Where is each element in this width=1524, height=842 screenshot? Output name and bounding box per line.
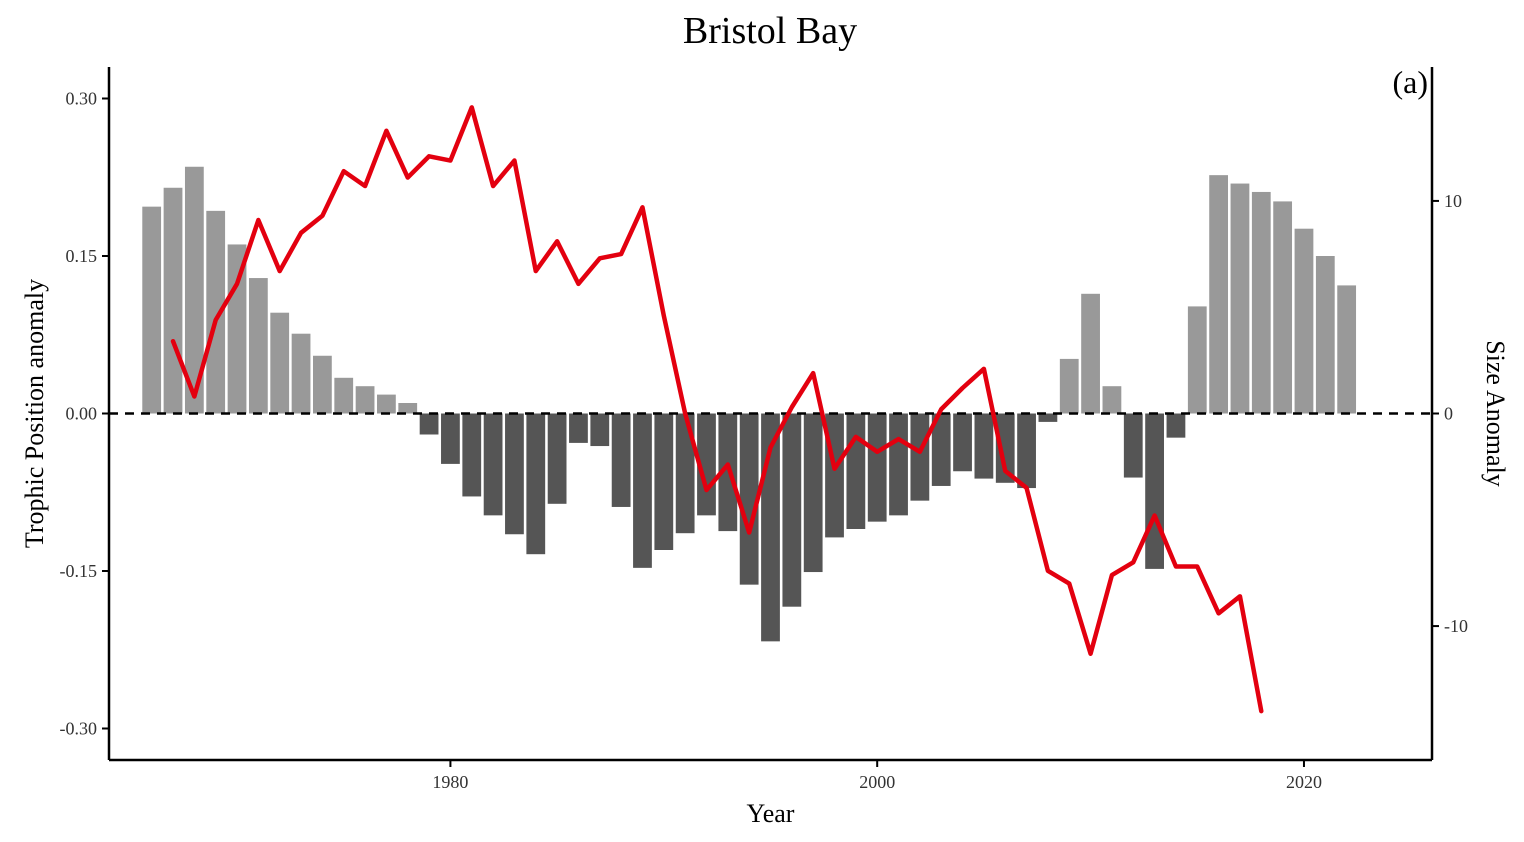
bar-2002 bbox=[910, 413, 930, 501]
bar-1990 bbox=[654, 413, 674, 550]
bar-2003 bbox=[931, 413, 951, 486]
bar-2011 bbox=[1102, 386, 1122, 414]
right-y-ticks: -10 0 10 bbox=[1432, 191, 1468, 636]
bar-2021 bbox=[1315, 256, 1335, 414]
bar-2014 bbox=[1166, 413, 1186, 438]
bar-2020 bbox=[1294, 228, 1314, 414]
bar-2008 bbox=[1038, 413, 1058, 422]
bar-1966 bbox=[142, 206, 162, 414]
bar-1980 bbox=[441, 413, 460, 464]
bar-1987 bbox=[590, 413, 610, 447]
bar-2019 bbox=[1273, 201, 1293, 414]
bar-1982 bbox=[483, 413, 503, 516]
bar-1993 bbox=[718, 413, 738, 532]
right-tick-label: 0 bbox=[1444, 404, 1453, 424]
size-anomaly-line bbox=[170, 105, 1264, 714]
bar-1971 bbox=[248, 278, 268, 414]
right-y-axis-title: Size Anomaly bbox=[1481, 340, 1510, 487]
bar-2017 bbox=[1230, 183, 1250, 414]
bar-1978 bbox=[398, 403, 418, 414]
bar-1983 bbox=[505, 413, 524, 535]
bar-1973 bbox=[291, 333, 311, 414]
bar-1992 bbox=[697, 413, 716, 516]
bar-2022 bbox=[1337, 285, 1357, 414]
bar-1997 bbox=[803, 413, 823, 573]
bar-1979 bbox=[419, 413, 439, 435]
bar-2015 bbox=[1187, 306, 1207, 414]
bar-1991 bbox=[675, 413, 695, 534]
bar-1994 bbox=[739, 413, 759, 585]
bar-2007 bbox=[1017, 413, 1036, 489]
left-y-axis-title: Trophic Position anomaly bbox=[20, 279, 49, 548]
bar-1972 bbox=[270, 312, 290, 414]
left-tick-label: 0.15 bbox=[66, 246, 98, 266]
bar-1985 bbox=[547, 413, 567, 504]
bar-2005 bbox=[974, 413, 994, 479]
bar-2000 bbox=[867, 413, 887, 522]
bar-2009 bbox=[1059, 358, 1079, 414]
bar-1967 bbox=[163, 187, 183, 414]
left-y-ticks: -0.30 -0.15 0.00 0.15 0.30 bbox=[60, 89, 109, 739]
left-tick-label: -0.30 bbox=[60, 719, 98, 739]
bar-series bbox=[142, 166, 1357, 642]
left-tick-label: 0.30 bbox=[66, 89, 98, 109]
bar-1977 bbox=[377, 394, 396, 414]
x-tick-label: 2000 bbox=[859, 772, 895, 792]
bar-1988 bbox=[611, 413, 631, 507]
bar-1996 bbox=[782, 413, 802, 607]
right-tick-label: 10 bbox=[1444, 191, 1462, 211]
right-tick-label: -10 bbox=[1444, 616, 1468, 636]
bar-1968 bbox=[184, 166, 204, 414]
bar-2012 bbox=[1123, 413, 1143, 478]
bar-1984 bbox=[526, 413, 546, 555]
bar-2018 bbox=[1251, 191, 1271, 414]
chart-title: Bristol Bay bbox=[683, 10, 857, 52]
bar-1986 bbox=[569, 413, 588, 443]
x-tick-label: 2020 bbox=[1286, 772, 1322, 792]
left-tick-label: -0.15 bbox=[60, 561, 98, 581]
bar-2001 bbox=[889, 413, 908, 516]
panel-label: (a) bbox=[1392, 64, 1428, 100]
bar-1969 bbox=[206, 210, 226, 414]
bar-2006 bbox=[995, 413, 1015, 483]
bar-1976 bbox=[355, 386, 375, 414]
bar-2010 bbox=[1081, 293, 1100, 414]
bar-1970 bbox=[227, 244, 247, 414]
bar-2016 bbox=[1209, 175, 1228, 414]
bar-1975 bbox=[334, 377, 354, 414]
bar-1981 bbox=[462, 413, 482, 497]
x-ticks: 1980 2000 2020 bbox=[432, 760, 1322, 792]
bar-1989 bbox=[633, 413, 652, 568]
x-axis-title: Year bbox=[747, 799, 795, 828]
x-tick-label: 1980 bbox=[432, 772, 468, 792]
bar-1999 bbox=[846, 413, 866, 529]
left-tick-label: 0.00 bbox=[66, 404, 98, 424]
bar-1974 bbox=[313, 355, 332, 414]
bar-2004 bbox=[953, 413, 972, 472]
bar-2013 bbox=[1145, 413, 1164, 569]
